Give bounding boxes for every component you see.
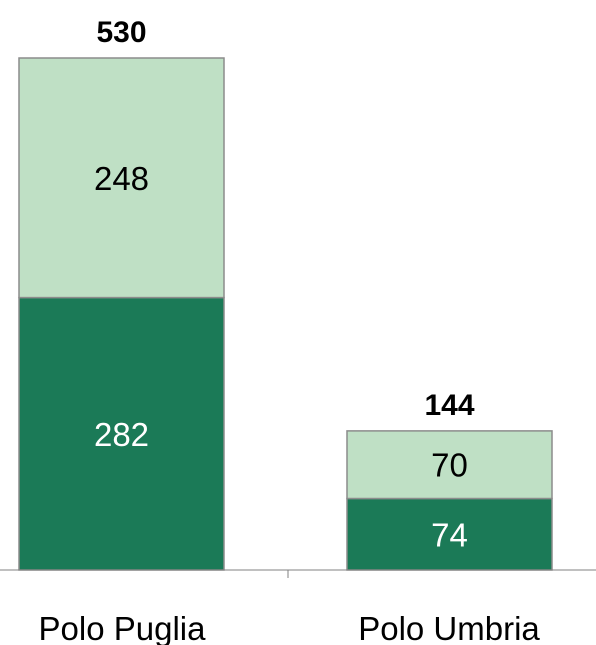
category-label-polo-puglia: Polo Puglia <box>39 610 207 645</box>
category-label-polo-umbria: Polo Umbria <box>358 610 540 645</box>
data-label-polo-umbria-series-2: 70 <box>431 447 468 484</box>
bar-segment-polo-puglia-series-2 <box>18 57 225 299</box>
bar-segment-polo-umbria-series-2 <box>346 430 553 500</box>
data-label-polo-puglia-series-2: 248 <box>94 160 149 197</box>
data-label-polo-umbria-series-1: 74 <box>431 516 468 553</box>
category-labels: Polo Puglia Polo Umbria <box>39 610 541 645</box>
total-label-polo-umbria: 144 <box>424 389 474 422</box>
total-label-polo-puglia: 530 <box>96 16 146 49</box>
data-label-polo-puglia-series-1: 282 <box>94 416 149 453</box>
bar-segment-polo-puglia-series-1 <box>18 296 225 571</box>
bars-layer <box>18 57 553 571</box>
labels-layer: 282 248 530 74 70 144 <box>94 16 475 553</box>
